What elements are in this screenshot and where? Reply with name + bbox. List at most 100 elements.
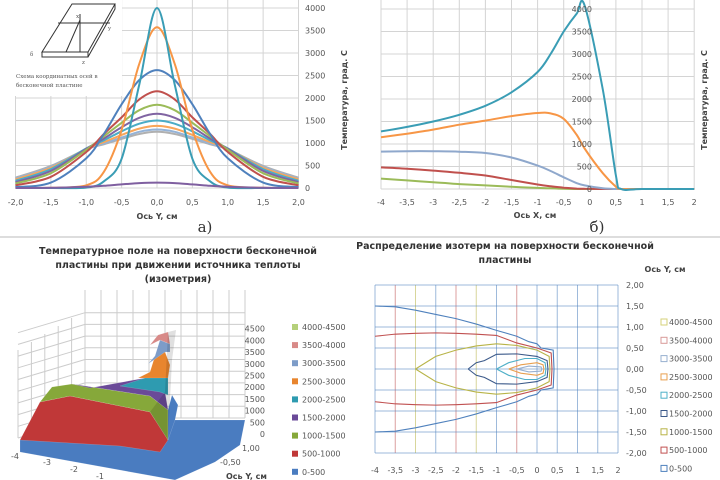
chart-title: пластины (479, 255, 532, 266)
legend-swatch (660, 391, 668, 399)
wall-gridline (17, 370, 86, 392)
y-tick-label: -0,50 (626, 386, 647, 395)
x-tick-label: -1 (534, 198, 542, 207)
y-tick-label: 1,50 (626, 302, 644, 311)
series-line-7 (15, 69, 299, 189)
legend-label: 0-500 (669, 464, 692, 473)
x-tick-label: -2 (70, 465, 78, 474)
y-tick-label: 500 (305, 162, 320, 171)
series-line-5 (15, 103, 299, 185)
chart-title: Температурное поле на поверхности бескон… (39, 246, 317, 257)
surface-band-3500-4000 (149, 331, 171, 346)
z-tick-label: 1500 (245, 395, 265, 404)
x-tick-label: -2 (452, 466, 460, 475)
x-tick-label: 0 (534, 466, 539, 475)
series-line-8 (15, 26, 299, 190)
y-tick-label: 1,00 (626, 323, 644, 332)
x-tick-label: 2 (692, 198, 697, 207)
x-tick-label: -1 (96, 472, 104, 480)
x-tick-label: -1,5 (504, 198, 520, 207)
isotherm-1000-1500 (415, 343, 551, 395)
chart-title: (изометрия) (145, 274, 212, 285)
y-tick-label: 0 (587, 185, 592, 194)
legend-swatch (292, 342, 298, 349)
x-tick-label: 0 (587, 198, 592, 207)
legend-label: 500-1000 (669, 446, 708, 455)
legend-swatch (660, 318, 668, 326)
y-axis-title: Ось Y, см (645, 265, 686, 274)
y-tick-label: 0,50 (626, 344, 644, 353)
z-tick-label: 0 (260, 430, 265, 439)
surface-shadow-face (150, 330, 176, 440)
legend-swatch (292, 450, 298, 457)
x-tick-label: 0,5 (551, 466, 564, 475)
y-tick-label: -1,00 (626, 407, 647, 416)
x-tick-label: 1,5 (257, 198, 270, 207)
y-tick-label: -1,50 (626, 428, 647, 437)
z-tick-label: 3000 (245, 360, 265, 369)
z-tick-label: 4500 (245, 325, 265, 334)
inset-axis-label: x (76, 14, 80, 20)
x-tick-label: -1 (493, 466, 501, 475)
y-tick-label: 2000 (305, 94, 325, 103)
x-tick-label: -3,5 (399, 198, 415, 207)
x-axis-title: Ось Y, см (137, 212, 178, 221)
isotherm-2500-3000 (508, 362, 545, 376)
x-tick-label: -1,5 (468, 466, 484, 475)
legend-swatch (292, 378, 298, 385)
legend-swatch (660, 446, 668, 454)
inset-caption: бесконечной пластине (16, 82, 83, 89)
y-tick-label: 1,00 (242, 444, 260, 453)
x-tick-label: 1 (639, 198, 644, 207)
legend-label: 4000-4500 (302, 323, 346, 332)
x-axis-title: Ось X, см (514, 211, 557, 220)
y-tick-label: 4000 (572, 5, 592, 14)
legend-swatch (660, 355, 668, 363)
legend-label: 1000-1500 (669, 428, 713, 437)
inset-caption: Схема координатных осей в (16, 74, 98, 80)
z-tick-label: 4000 (245, 336, 265, 345)
chart-title: пластины при движении источника теплоты (55, 260, 300, 271)
z-tick-label: 2000 (245, 383, 265, 392)
chart-d-isotherms: Распределение изотерм на поверхности бес… (356, 241, 712, 475)
series-line-10 (15, 181, 299, 189)
series-line-4 (380, 0, 695, 192)
z-tick-label: 2500 (245, 372, 265, 381)
legend-label: 3500-4000 (302, 341, 346, 350)
chart-a-temperature-across: -2,0 -1,5 -1,0 -0,5 0,0 0,5 1,0 1,5 2,00 500 1000 1… (8, 0, 349, 236)
legend-swatch (292, 324, 298, 330)
x-tick-label: 1,0 (221, 198, 234, 207)
x-tick-label: -3 (43, 458, 51, 467)
y-tick-label: 500 (577, 163, 592, 172)
wall-gridline (17, 359, 86, 380)
legend-label: 2000-2500 (669, 391, 713, 400)
y-tick-label: 1500 (572, 118, 592, 127)
y-axis-title: Температура, град. С (700, 50, 709, 150)
legend-swatch (660, 336, 668, 344)
surface-band-0-500 (167, 394, 179, 441)
y-tick-label: -2,00 (626, 449, 647, 458)
legend-swatch (292, 414, 298, 421)
wall-gridline (17, 335, 86, 357)
isotherm-1500-2000 (467, 353, 549, 385)
y-tick-label: 3000 (572, 50, 592, 59)
coordinate-scheme-inset: y z x δ Схема координатных осей в бесконечной… (14, 0, 122, 96)
x-tick-label: 2 (615, 466, 620, 475)
x-tick-label: -3,5 (387, 466, 403, 475)
legend-label: 3000-3500 (669, 355, 713, 364)
legend-swatch (292, 396, 298, 403)
y-tick-label: 2,00 (626, 281, 644, 290)
y-tick-label: 1500 (305, 117, 325, 126)
z-tick-label: 3500 (245, 348, 265, 357)
y-tick-label: 2500 (572, 73, 592, 82)
y-tick-label: 2000 (572, 95, 592, 104)
legend-label: 1500-2000 (669, 410, 713, 419)
inset-axis-label: δ (30, 52, 34, 58)
legend-label: 1500-2000 (302, 414, 346, 423)
y-tick-label: 0 (305, 184, 310, 193)
legend-label: 0-500 (302, 468, 325, 477)
x-tick-label: -2,5 (451, 198, 467, 207)
x-tick-label: -4 (11, 452, 19, 461)
x-tick-label: 0,5 (186, 198, 199, 207)
